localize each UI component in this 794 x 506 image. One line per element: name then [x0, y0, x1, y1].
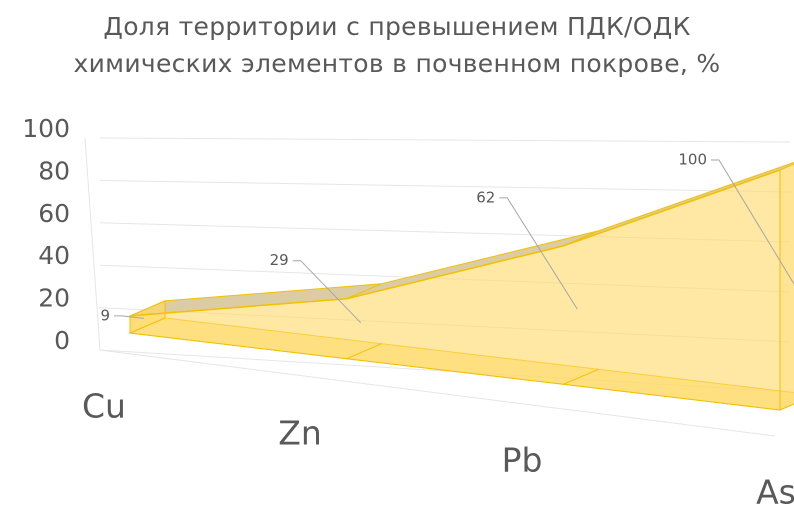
axis-wall	[84, 137, 101, 351]
leader-line	[711, 159, 794, 285]
leader-line	[292, 260, 362, 324]
data-label: 62	[476, 188, 495, 206]
x-tick-label: Pb	[502, 441, 543, 480]
y-tick-label: 20	[38, 284, 70, 313]
leader-line	[499, 197, 578, 310]
x-tick-label: Cu	[82, 387, 126, 426]
grid-line	[99, 179, 791, 193]
data-label: 100	[678, 151, 707, 169]
floor-line	[99, 349, 776, 437]
title-box: Доля территории с превышением ПДК/ОДК хи…	[0, 8, 794, 82]
y-tick-label: 100	[22, 114, 70, 143]
leader-line	[114, 315, 145, 319]
y-tick-label: 60	[38, 199, 70, 228]
area-side	[779, 163, 794, 411]
chart-title: Доля территории с превышением ПДК/ОДК хи…	[73, 12, 721, 78]
x-tick-label: As	[756, 473, 794, 506]
separator	[346, 343, 382, 360]
y-tick-label: 40	[38, 241, 70, 270]
x-tick-label: Zn	[278, 414, 322, 453]
area-side	[129, 300, 166, 334]
data-label: 29	[270, 251, 289, 269]
y-tick-label: 0	[54, 326, 70, 355]
grid-line	[99, 137, 791, 143]
area-line	[129, 169, 781, 317]
data-label: 9	[100, 306, 110, 324]
separator	[563, 368, 599, 385]
area-front	[129, 169, 781, 411]
y-tick-label: 80	[38, 156, 70, 185]
